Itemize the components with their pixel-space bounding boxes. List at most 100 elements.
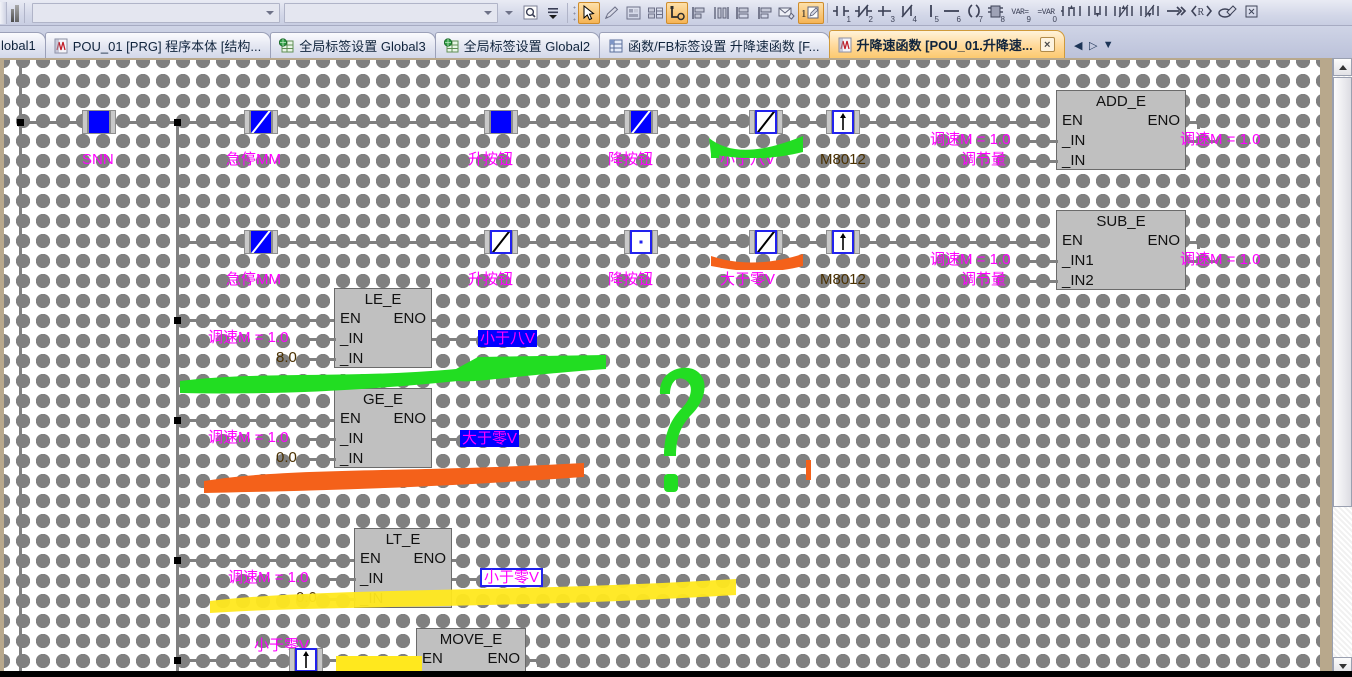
- editor-left-margin: [0, 58, 4, 675]
- zoom-list-button[interactable]: [542, 2, 564, 24]
- zoom-dropdown-button[interactable]: [498, 2, 520, 24]
- tab-label: 升降速函数 [POU_01.升降速...: [856, 38, 1033, 53]
- pen-annotate-tool[interactable]: [1215, 2, 1241, 24]
- coil-tool-button[interactable]: [666, 1, 688, 24]
- tool-number: 8: [1000, 14, 1005, 24]
- contact-pulse-tool[interactable]: 3: [875, 2, 897, 24]
- tab-global1[interactable]: lobal1: [0, 32, 46, 58]
- vertical-scrollbar[interactable]: [1332, 58, 1352, 675]
- contact-body-rising-edge: [832, 230, 854, 254]
- rung5-node: [174, 557, 181, 564]
- window-bottom-edge: [0, 671, 1352, 677]
- contact-snn[interactable]: [82, 109, 116, 135]
- triangle-up-icon: [1338, 64, 1347, 70]
- block-le-e[interactable]: LE_E EN ENO _IN _IN: [334, 288, 432, 368]
- more-tools-button[interactable]: [1241, 2, 1263, 24]
- var-in-tool[interactable]: =VAR 0: [1033, 2, 1059, 24]
- contact-up-2[interactable]: [484, 229, 518, 255]
- ladder-canvas[interactable]: SNN 急停MM 升按钮 降按钮 小于八V: [4, 60, 1320, 673]
- braces-tool[interactable]: 7: [963, 2, 985, 24]
- jump-tool[interactable]: [1163, 2, 1189, 24]
- tab-next-button[interactable]: ▷: [1089, 39, 1098, 52]
- contact-estop-1[interactable]: [244, 109, 278, 135]
- contact-up-1[interactable]: [484, 109, 518, 135]
- contact-shoulder-left: [826, 230, 832, 254]
- select-pointer-button[interactable]: [578, 1, 600, 24]
- chevron-down-icon[interactable]: [263, 5, 277, 21]
- contact-down-2[interactable]: [624, 229, 658, 255]
- align-center-button[interactable]: [732, 2, 754, 24]
- scrollbar-thumb[interactable]: [1333, 77, 1352, 507]
- block-ge-e[interactable]: GE_E EN ENO _IN _IN: [334, 388, 432, 468]
- tab-fb-label-settings[interactable]: 函数/FB标签设置 升降速函数 [F...: [599, 32, 830, 58]
- var-out-tool[interactable]: VAR= 9: [1007, 2, 1033, 24]
- scroll-up-button[interactable]: [1333, 58, 1352, 76]
- return-tool[interactable]: R: [1189, 2, 1215, 24]
- move-eno-drop: [537, 659, 540, 667]
- block-move-e[interactable]: MOVE_E EN ENO: [416, 628, 526, 673]
- contact-nc-tool[interactable]: 2: [853, 2, 875, 24]
- insert-row-button[interactable]: [622, 2, 644, 24]
- contact-shoulder-right: [272, 230, 278, 254]
- block-tool[interactable]: 8: [985, 2, 1007, 24]
- contact-gt0v-2[interactable]: [749, 229, 783, 255]
- contact-m8012-rise-2[interactable]: [826, 229, 860, 255]
- block-sub-e[interactable]: SUB_E EN ENO _IN1 _IN2: [1056, 210, 1186, 290]
- tab-label: 函数/FB标签设置 升降速函数 [F...: [628, 39, 820, 54]
- zoom-search-button[interactable]: [520, 2, 542, 24]
- toolbar-drag-dots[interactable]: [571, 1, 578, 24]
- contact-neg-pulse-tool[interactable]: 4: [897, 2, 919, 24]
- tab-label: lobal1: [1, 38, 36, 53]
- vertical-line-tool[interactable]: 5: [919, 2, 941, 24]
- contact-no-tool[interactable]: 1: [831, 2, 853, 24]
- close-icon[interactable]: ×: [1039, 37, 1055, 52]
- scope-selector-combo[interactable]: [284, 2, 498, 23]
- tab-ramp-function-active[interactable]: 升降速函数 [POU_01.升降速... ×: [828, 30, 1065, 58]
- rise-contact-tool[interactable]: [1059, 2, 1085, 24]
- block-en-pin: EN: [340, 410, 361, 427]
- contact-shoulder-right: [512, 110, 518, 134]
- horizontal-line-tool[interactable]: 6: [941, 2, 963, 24]
- contact-down-1[interactable]: [624, 109, 658, 135]
- fall-contact-tool[interactable]: [1085, 2, 1111, 24]
- distribute-button[interactable]: [710, 2, 732, 24]
- align-left-button[interactable]: [688, 2, 710, 24]
- block-eno-pin: ENO: [413, 550, 446, 567]
- tab-list-button[interactable]: ▼: [1102, 39, 1114, 51]
- insert-column-button[interactable]: [644, 2, 666, 24]
- fall-coil-tool[interactable]: [1137, 2, 1163, 24]
- block-eno-pin: ENO: [393, 410, 426, 427]
- tab-pou01-program[interactable]: POU_01 [PRG] 程序本体 [结构...: [44, 32, 272, 58]
- lt-in2-wire: [324, 598, 356, 601]
- block-lt-e[interactable]: LT_E EN ENO _IN _IN: [354, 528, 452, 608]
- triangle-down-icon: [1338, 663, 1347, 669]
- block-name: SUB_E: [1096, 213, 1146, 230]
- tab-global2[interactable]: 全局标签设置 Global2: [434, 32, 601, 58]
- block-eno-pin: ENO: [1147, 112, 1180, 129]
- rise-coil-tool[interactable]: [1111, 2, 1137, 24]
- chevron-down-icon[interactable]: [481, 5, 495, 21]
- contact-m8012-rise-1[interactable]: [826, 109, 860, 135]
- contact-estop-2[interactable]: [244, 229, 278, 255]
- contact-lt0v-rise[interactable]: [289, 647, 323, 673]
- tab-prev-button[interactable]: ◀: [1074, 39, 1083, 52]
- contact-slash: [492, 232, 510, 252]
- contact-shoulder-right: [652, 230, 658, 254]
- label-edit-button[interactable]: 1: [798, 1, 824, 24]
- green-question-mark-annotation: ?: [650, 360, 720, 500]
- tab-global3[interactable]: 全局标签设置 Global3: [270, 32, 436, 58]
- rung1-branch-node: [174, 119, 181, 126]
- contact-lt8v-1[interactable]: [749, 109, 783, 135]
- add-eno-stub: [1186, 121, 1200, 124]
- lt-in2-arg: 0.0: [296, 589, 317, 606]
- block-add-e[interactable]: ADD_E EN ENO _IN _IN: [1056, 90, 1186, 170]
- align-right-button[interactable]: [754, 2, 776, 24]
- toolbar-grip[interactable]: [0, 1, 7, 24]
- contact-body-nc-energized: [250, 110, 272, 134]
- contact-body-no-open: [630, 230, 652, 254]
- svg-text:R: R: [1198, 7, 1205, 18]
- pou-selector-combo[interactable]: [32, 2, 280, 23]
- pen-tool-button[interactable]: [600, 2, 622, 24]
- comment-tool-button[interactable]: [776, 2, 798, 24]
